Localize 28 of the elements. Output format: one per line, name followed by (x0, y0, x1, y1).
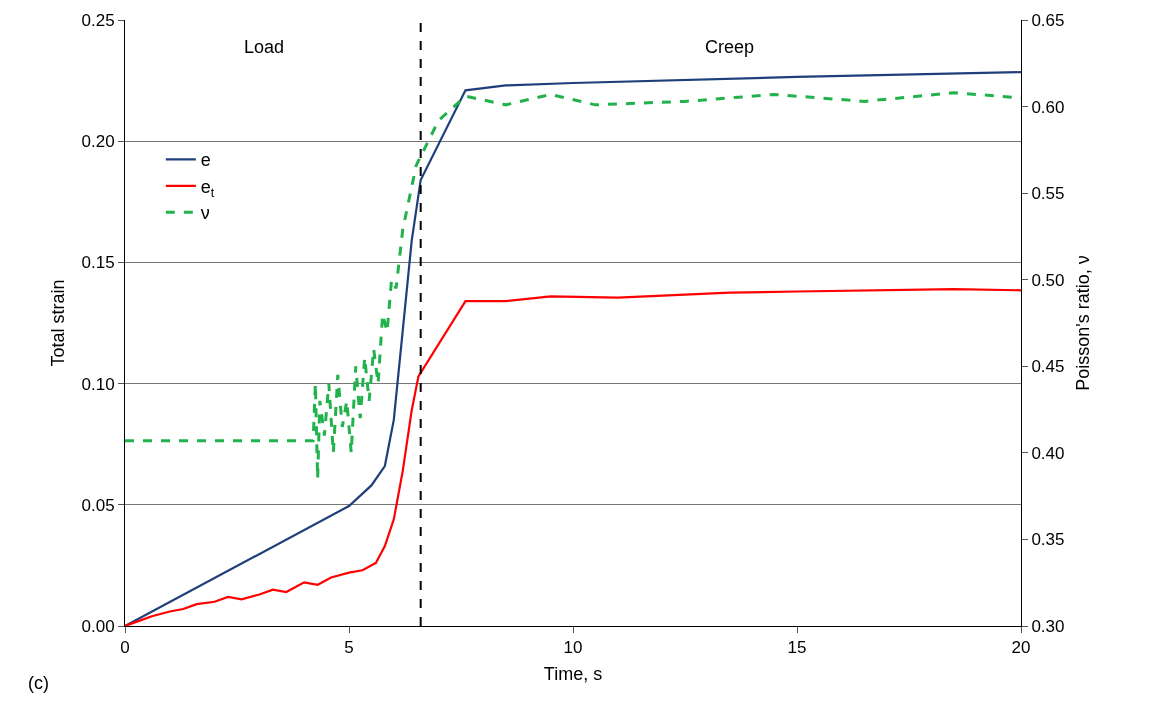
x-axis-title: Time, s (543, 663, 603, 684)
y-tick-label: 0.20 (81, 132, 115, 152)
y2-tick-label: 0.55 (1031, 184, 1065, 204)
y-tick-label: 0.05 (81, 495, 115, 515)
x-tick-label: 20 (1011, 638, 1031, 658)
y2-tick-label: 0.50 (1031, 270, 1065, 290)
text: (c) (28, 673, 49, 693)
y-tick-label: 0.00 (81, 616, 115, 636)
y2-tick-label: 0.40 (1031, 443, 1065, 463)
x-tick-label: 0 (120, 638, 130, 658)
y-tick-label: 0.15 (81, 253, 115, 273)
y-tick-label: 0.10 (81, 374, 115, 394)
y2-tick-label: 0.60 (1031, 97, 1065, 117)
legend-label: e (200, 150, 211, 171)
legend-label: ν (200, 203, 210, 224)
y2-tick-label: 0.35 (1031, 530, 1065, 550)
y-axis-title: Total strain (47, 279, 68, 367)
y2-axis-title: Poisson's ratio, ν (1072, 255, 1093, 391)
annotation: Load (244, 37, 285, 57)
annotation: Creep (705, 37, 755, 57)
x-tick-label: 15 (787, 638, 807, 658)
y2-tick-label: 0.65 (1031, 10, 1065, 30)
x-tick-label: 5 (344, 638, 354, 658)
y2-tick-label: 0.30 (1031, 616, 1065, 636)
legend-label: e$_{t}$ (200, 176, 215, 200)
y-tick-label: 0.25 (81, 10, 115, 30)
y2-tick-label: 0.45 (1031, 357, 1065, 377)
x-tick-label: 10 (563, 638, 583, 658)
